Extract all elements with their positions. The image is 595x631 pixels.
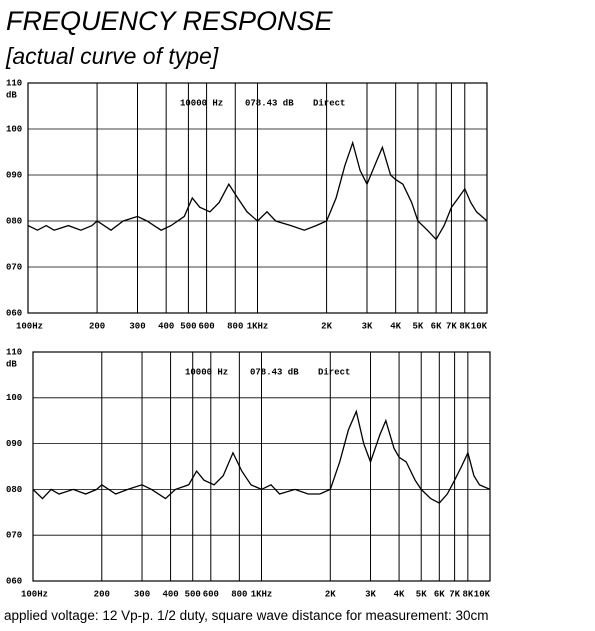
x-tick-label: 800 <box>231 589 247 599</box>
x-tick-label: 100Hz <box>21 589 48 599</box>
y-tick-label: 060 <box>6 308 22 318</box>
x-tick-label: 500 <box>185 589 201 599</box>
x-tick-label: 4K <box>394 589 405 599</box>
y-tick-label: 080 <box>6 216 22 226</box>
x-tick-label: 10K <box>474 589 491 599</box>
x-tick-label: 3K <box>362 321 373 331</box>
x-tick-label: 8K <box>459 321 470 331</box>
y-tick-label: 090 <box>6 170 22 180</box>
x-tick-label: 7K <box>449 589 460 599</box>
x-tick-label: 2K <box>325 589 336 599</box>
annotation: 078.43 dB <box>245 98 294 108</box>
x-tick-label: 2K <box>321 321 332 331</box>
x-tick-label: 600 <box>198 321 214 331</box>
x-tick-label: 6K <box>434 589 445 599</box>
x-tick-label: 800 <box>227 321 243 331</box>
x-tick-label: 10K <box>471 321 488 331</box>
y-tick-label: 100 <box>6 124 22 134</box>
x-tick-label: 500 <box>180 321 196 331</box>
y-axis-label: dB <box>6 90 17 100</box>
x-tick-label: 8K <box>462 589 473 599</box>
response-curve <box>32 409 491 504</box>
x-tick-label: 3K <box>365 589 376 599</box>
annotation: Direct <box>318 367 350 377</box>
x-tick-label: 100Hz <box>16 321 43 331</box>
x-tick-label: 200 <box>89 321 105 331</box>
y-tick-label: 070 <box>6 262 22 272</box>
y-axis-label: dB <box>6 359 17 369</box>
x-tick-label: 200 <box>94 589 110 599</box>
x-tick-label: 600 <box>203 589 219 599</box>
page-subtitle: [actual curve of type] <box>5 43 219 69</box>
y-tick-label: 110 <box>6 347 22 357</box>
x-tick-label: 300 <box>129 321 145 331</box>
x-tick-label: 400 <box>158 321 174 331</box>
x-tick-label: 6K <box>431 321 442 331</box>
y-tick-label: 080 <box>6 485 22 495</box>
annotation: 10000 Hz <box>180 98 223 108</box>
y-tick-label: 110 <box>6 78 22 88</box>
footer-note: applied voltage: 12 Vp-p. 1/2 duty, squa… <box>4 608 489 623</box>
y-tick-label: 070 <box>6 531 22 541</box>
y-tick-label: 090 <box>6 439 22 449</box>
x-tick-label: 1KHz <box>251 589 273 599</box>
x-tick-label: 7K <box>446 321 457 331</box>
y-tick-label: 100 <box>6 393 22 403</box>
annotation: 078.43 dB <box>250 367 299 377</box>
page-title: FREQUENCY RESPONSE <box>6 6 334 36</box>
x-tick-label: 1KHz <box>247 321 269 331</box>
x-tick-label: 400 <box>162 589 178 599</box>
y-tick-label: 060 <box>6 576 22 586</box>
response-curve <box>27 140 488 241</box>
x-tick-label: 4K <box>390 321 401 331</box>
x-tick-label: 300 <box>134 589 150 599</box>
x-tick-label: 5K <box>416 589 427 599</box>
x-tick-label: 5K <box>413 321 424 331</box>
annotation: 10000 Hz <box>185 367 228 377</box>
annotation: Direct <box>313 98 345 108</box>
